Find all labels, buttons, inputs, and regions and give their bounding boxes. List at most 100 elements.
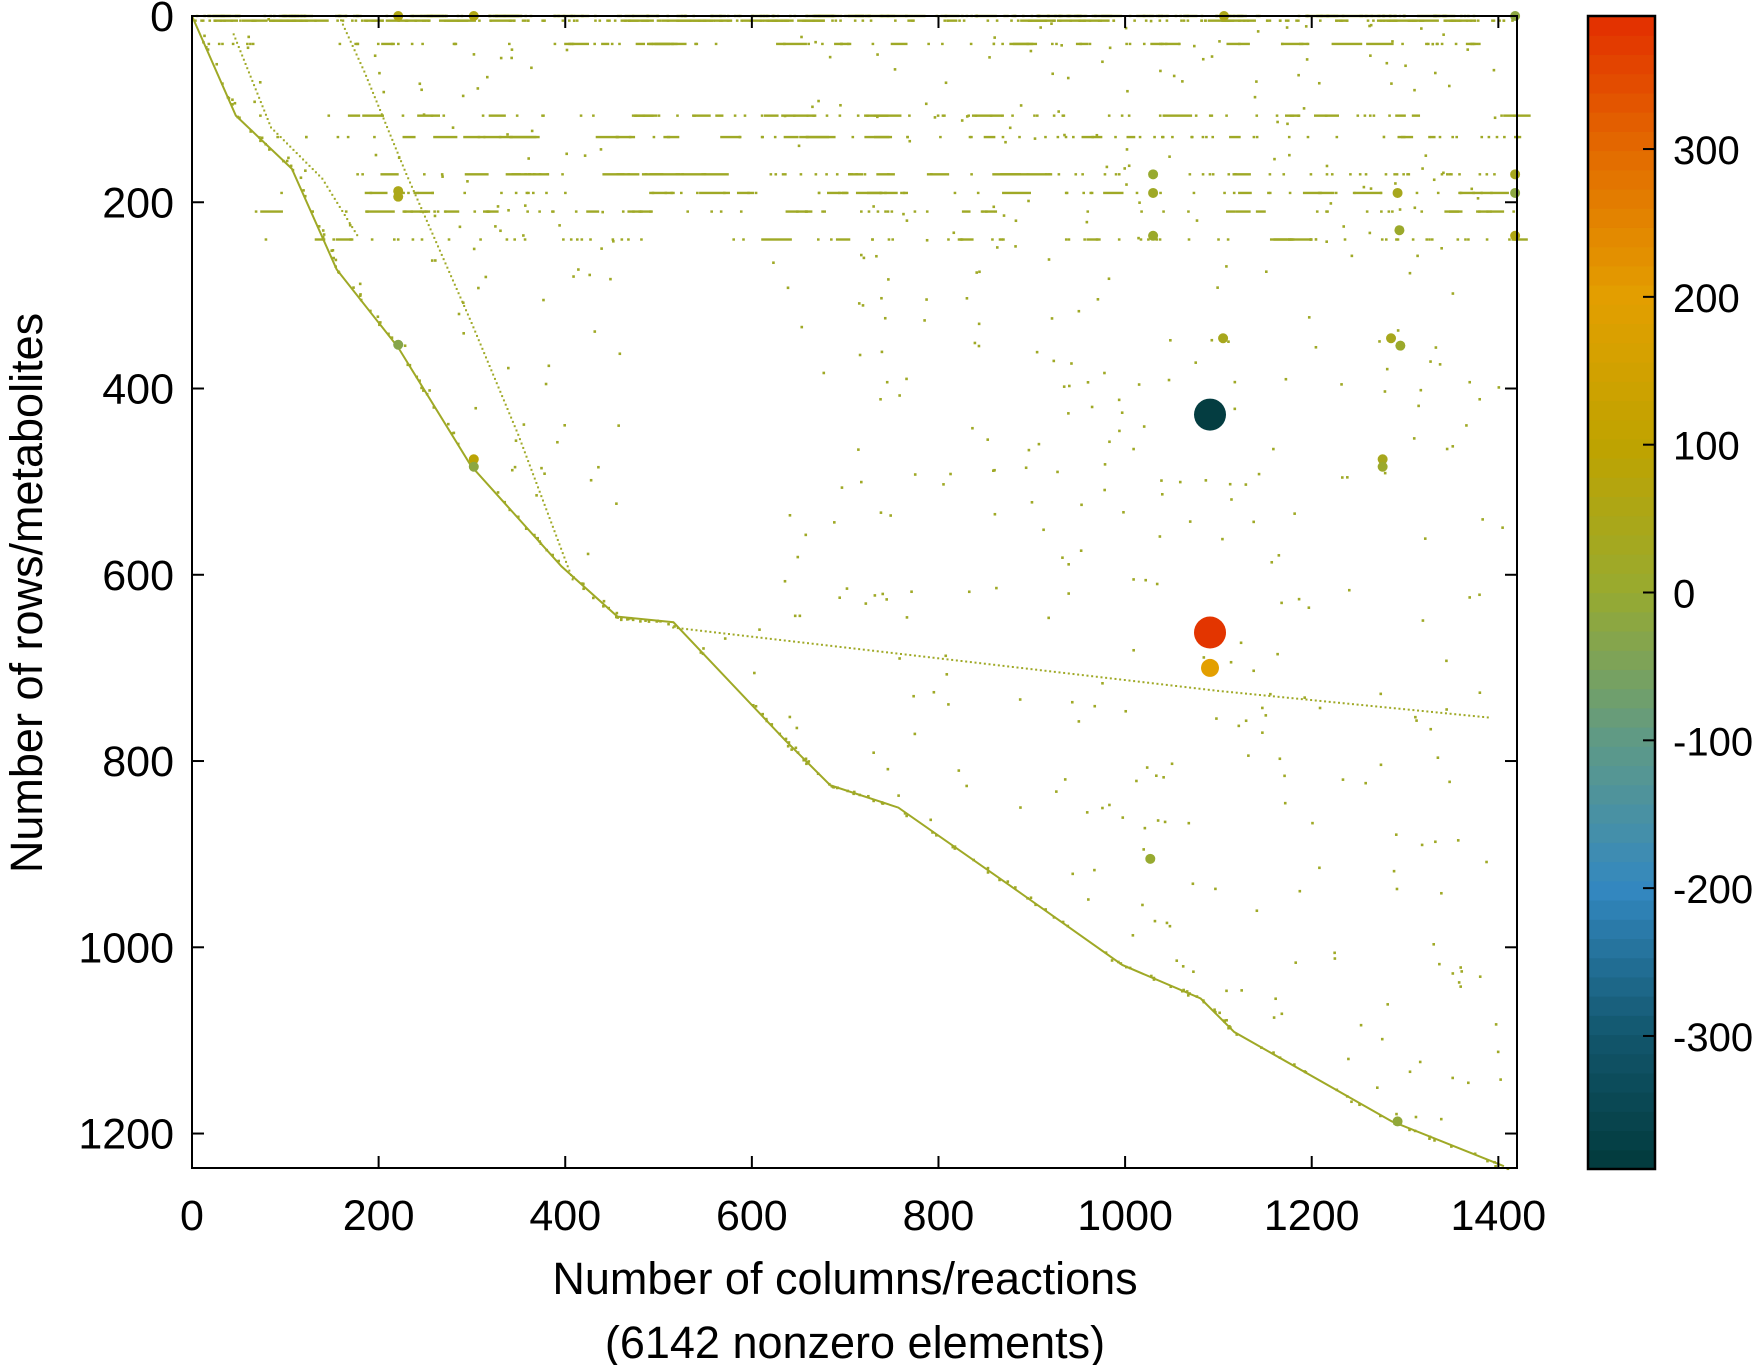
nonzero-entry	[1288, 153, 1291, 157]
nonzero-entry	[1314, 238, 1318, 241]
nonzero-entry	[1385, 367, 1389, 371]
secondary-diagonal-entry	[466, 313, 469, 316]
nonzero-entry	[702, 647, 705, 650]
row-entry	[640, 238, 643, 241]
row-entry	[1490, 191, 1493, 195]
diagonal-entry	[1229, 1026, 1232, 1029]
secondary-diagonal-entry	[391, 138, 394, 141]
diagonal-entry	[1214, 1010, 1217, 1014]
diagonal-entry	[1180, 989, 1184, 993]
row-entry	[525, 191, 529, 195]
nonzero-entry	[1019, 104, 1023, 107]
row-entry	[848, 173, 851, 176]
secondary-diagonal-entry	[1184, 686, 1187, 689]
diagonal-entry	[1235, 1033, 1239, 1036]
row-entry	[1498, 19, 1501, 22]
row-entry	[652, 135, 656, 139]
secondary-diagonal-entry	[450, 275, 453, 278]
secondary-diagonal-entry	[488, 365, 491, 368]
secondary-diagonal-entry	[463, 304, 466, 307]
secondary-diagonal-entry	[551, 525, 554, 528]
diagonal-entry	[422, 389, 425, 392]
nonzero-entry	[952, 231, 956, 235]
secondary-diagonal-entry	[811, 642, 814, 645]
diagonal-entry	[1006, 880, 1010, 883]
nonzero-entry	[1050, 22, 1053, 25]
nonzero-entry	[811, 105, 814, 109]
secondary-diagonal-entry	[341, 23, 344, 26]
colorbar-band	[1588, 169, 1655, 190]
colorbar-band	[1588, 611, 1655, 632]
nonzero-entry	[1496, 1050, 1500, 1054]
nonzero-entry	[1395, 1112, 1398, 1116]
medium-entry	[1148, 187, 1159, 198]
medium-entry	[1145, 853, 1156, 864]
secondary-diagonal-entry	[266, 117, 269, 120]
diagonal-entry	[1044, 908, 1047, 911]
row-entry	[710, 210, 713, 213]
colorbar-band	[1588, 899, 1655, 920]
row-entry	[1158, 238, 1162, 241]
nonzero-entry	[797, 144, 801, 148]
nonzero-entry	[1395, 887, 1399, 891]
row-entry	[946, 173, 950, 176]
nonzero-entry	[1298, 889, 1302, 893]
row-entry	[217, 42, 221, 46]
nonzero-entry	[447, 422, 450, 426]
row-entry	[373, 135, 376, 139]
nonzero-entry	[1070, 362, 1073, 365]
nonzero-entry	[1478, 593, 1481, 597]
secondary-diagonal-entry	[1435, 711, 1438, 714]
row-entry	[1162, 210, 1165, 213]
nonzero-entry	[1027, 448, 1031, 452]
nonzero-entry	[873, 594, 877, 597]
secondary-diagonal-entry	[1189, 686, 1192, 689]
secondary-diagonal-entry	[1198, 687, 1201, 690]
secondary-diagonal-entry	[566, 565, 569, 568]
row-entry	[361, 173, 364, 176]
nonzero-entry	[1085, 220, 1089, 224]
row-entry	[676, 19, 679, 22]
secondary-diagonal-entry	[1472, 715, 1475, 718]
secondary-diagonal-entry	[357, 57, 360, 60]
row-entry	[907, 19, 915, 22]
diagonal-entry	[1104, 951, 1108, 954]
row-entry	[1052, 19, 1055, 22]
nonzero-entry	[1160, 479, 1163, 482]
row-entry	[1064, 238, 1068, 241]
diagonal-entry	[379, 321, 382, 324]
nonzero-entry	[845, 587, 849, 590]
nonzero-entry	[1432, 178, 1436, 182]
secondary-diagonal-entry	[495, 382, 498, 385]
row-entry	[807, 42, 810, 46]
nonzero-entry	[942, 483, 945, 486]
nonzero-entry	[1492, 68, 1496, 72]
row-entry	[1465, 42, 1479, 46]
nonzero-entry	[1445, 447, 1449, 451]
secondary-diagonal-entry	[695, 629, 698, 632]
secondary-diagonal-entry	[1221, 690, 1224, 693]
colorbar-band	[1588, 457, 1655, 478]
row-entry	[1400, 135, 1414, 139]
secondary-diagonal-entry	[451, 279, 454, 282]
colorbar-band	[1588, 92, 1655, 113]
diagonal-entry	[202, 40, 205, 44]
nonzero-entry	[1379, 692, 1383, 696]
secondary-diagonal-entry	[918, 655, 921, 658]
secondary-diagonal-entry	[1449, 712, 1452, 715]
row-entry	[1438, 135, 1442, 139]
medium-entry	[393, 339, 404, 350]
diagonal-entry	[231, 103, 234, 106]
row-entry	[633, 114, 654, 117]
secondary-diagonal-entry	[1016, 666, 1019, 669]
row-entry	[1335, 19, 1338, 22]
nonzero-entry	[461, 301, 465, 305]
secondary-diagonal-entry	[876, 650, 879, 653]
secondary-diagonal-entry	[793, 640, 796, 643]
secondary-diagonal-entry	[886, 651, 889, 654]
secondary-diagonal-entry	[769, 637, 772, 640]
row-entry	[1459, 191, 1483, 195]
secondary-diagonal-entry	[904, 653, 907, 656]
colorbar-tick-label: 300	[1673, 129, 1740, 173]
